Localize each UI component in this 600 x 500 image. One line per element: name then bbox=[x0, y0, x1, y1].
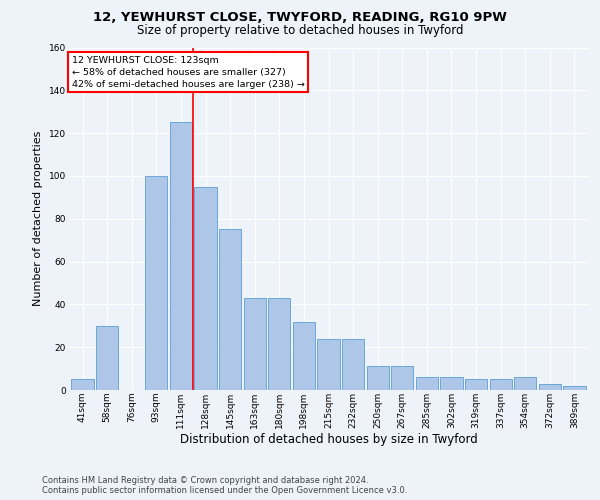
Bar bbox=[96, 326, 118, 390]
Bar bbox=[219, 230, 241, 390]
Text: 12 YEWHURST CLOSE: 123sqm
← 58% of detached houses are smaller (327)
42% of semi: 12 YEWHURST CLOSE: 123sqm ← 58% of detac… bbox=[71, 56, 304, 88]
Bar bbox=[268, 298, 290, 390]
Bar bbox=[71, 380, 94, 390]
Text: 12, YEWHURST CLOSE, TWYFORD, READING, RG10 9PW: 12, YEWHURST CLOSE, TWYFORD, READING, RG… bbox=[93, 11, 507, 24]
Bar bbox=[342, 338, 364, 390]
Bar bbox=[440, 377, 463, 390]
Bar bbox=[367, 366, 389, 390]
X-axis label: Distribution of detached houses by size in Twyford: Distribution of detached houses by size … bbox=[179, 434, 478, 446]
Bar bbox=[293, 322, 315, 390]
Bar bbox=[539, 384, 561, 390]
Bar bbox=[514, 377, 536, 390]
Bar bbox=[563, 386, 586, 390]
Text: Size of property relative to detached houses in Twyford: Size of property relative to detached ho… bbox=[137, 24, 463, 37]
Y-axis label: Number of detached properties: Number of detached properties bbox=[34, 131, 43, 306]
Bar bbox=[244, 298, 266, 390]
Text: Contains HM Land Registry data © Crown copyright and database right 2024.
Contai: Contains HM Land Registry data © Crown c… bbox=[42, 476, 407, 495]
Bar bbox=[391, 366, 413, 390]
Bar bbox=[465, 380, 487, 390]
Bar bbox=[416, 377, 438, 390]
Bar bbox=[194, 186, 217, 390]
Bar bbox=[490, 380, 512, 390]
Bar bbox=[317, 338, 340, 390]
Bar bbox=[170, 122, 192, 390]
Bar bbox=[145, 176, 167, 390]
